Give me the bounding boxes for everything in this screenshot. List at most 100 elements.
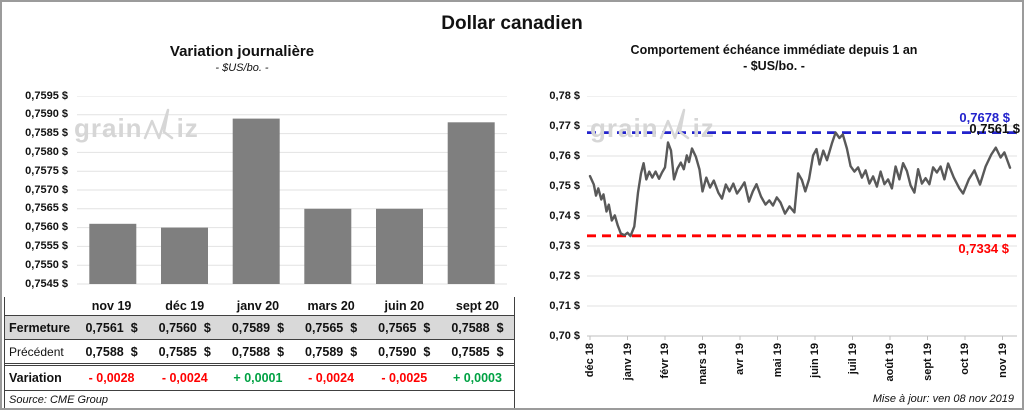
- x-tick-label: sept 19: [921, 343, 934, 381]
- cell-value: 0,7585: [158, 344, 197, 359]
- y-tick-label: 0,7590 $: [25, 108, 68, 121]
- currency-sign: $: [350, 320, 358, 335]
- x-tick-label: avr 19: [734, 343, 746, 375]
- row-label: Fermeture: [9, 320, 71, 335]
- bar-5: [447, 122, 495, 284]
- cell-value: 0,7588: [231, 344, 271, 359]
- y-tick-label: 0,70 $: [549, 329, 580, 342]
- x-tick-label: août 19: [884, 343, 896, 382]
- y-tick-label: 0,73 $: [549, 239, 580, 252]
- currency-sign: $: [203, 320, 211, 335]
- currency-sign: $: [130, 320, 138, 335]
- bar-4: [376, 208, 423, 284]
- bar-0: [89, 223, 137, 284]
- table-cell: 0,7588 $: [221, 345, 294, 359]
- y-tick-label: 0,71 $: [549, 299, 580, 312]
- table-cell: 0,7590 $: [368, 345, 441, 359]
- table-cell: - 0,0028: [88, 371, 135, 385]
- x-tick-label: mars 19: [696, 343, 709, 385]
- column-header: mars 20: [307, 299, 355, 313]
- currency-sign: $: [203, 344, 211, 359]
- table-row-fermeture: Fermeture 0,7561 $0,7560 $0,7589 $0,7565 $0,7…: [5, 315, 514, 340]
- column-header: juin 20: [384, 299, 425, 313]
- y-tick-label: 0,72 $: [549, 269, 580, 282]
- y-tick-label: 0,7565 $: [25, 202, 68, 215]
- last-price-label: 0,7561 $: [969, 121, 1020, 136]
- line-chart-plot: [587, 96, 1017, 340]
- currency-sign: $: [423, 320, 431, 335]
- bar-chart-plot: [77, 96, 507, 285]
- line-chart-x-axis: déc 18 janv 19 févr 19 mars 19 avr 19 mai 19 j…: [584, 340, 1022, 398]
- cell-value: 0,7565: [378, 320, 417, 335]
- column-header: sept 20: [455, 299, 499, 313]
- x-tick-label: mai 19: [771, 343, 784, 378]
- support-value-label: 0,7334 $: [958, 241, 1009, 256]
- y-tick-label: 0,7575 $: [25, 164, 68, 177]
- bar-1: [161, 227, 208, 284]
- x-tick-label: oct 19: [959, 343, 971, 375]
- x-tick-label: janv 19: [621, 343, 634, 381]
- bar-3: [304, 208, 352, 284]
- cell-value: 0,7560: [158, 320, 197, 335]
- y-tick-label: 0,7555 $: [25, 239, 68, 252]
- y-tick-label: 0,7585 $: [25, 127, 68, 140]
- y-tick-label: 0,7545 $: [25, 277, 68, 290]
- x-tick-label: juil 19: [846, 343, 859, 375]
- currency-sign: $: [350, 344, 358, 359]
- y-tick-label: 0,7550 $: [25, 258, 68, 271]
- cell-value: 0,7590: [378, 344, 417, 359]
- bar-chart-subtitle: - $US/bo. -: [215, 62, 269, 74]
- cell-value: 0,7561: [85, 320, 124, 335]
- cell-value: 0,7588: [451, 320, 490, 335]
- table-cell: 0,7561 $: [75, 321, 148, 335]
- y-tick-label: 0,77 $: [549, 119, 580, 132]
- y-tick-label: 0,78 $: [549, 89, 580, 102]
- currency-sign: $: [496, 344, 504, 359]
- currency-sign: $: [277, 344, 285, 359]
- table-cell: - 0,0024: [161, 371, 208, 385]
- cell-value: 0,7565: [305, 320, 344, 335]
- cell-value: 0,7589: [305, 344, 344, 359]
- bar-2: [232, 118, 280, 284]
- line-chart-y-axis: 0,78 $ 0,77 $ 0,76 $ 0,75 $ 0,74 $ 0,73 $ 0,72…: [526, 90, 580, 346]
- table-cell: 0,7560 $: [148, 321, 221, 335]
- x-tick-label: déc 18: [584, 343, 596, 378]
- table-cell: 0,7589 $: [295, 345, 368, 359]
- y-tick-label: 0,7560 $: [25, 221, 68, 234]
- y-tick-label: 0,74 $: [549, 209, 580, 222]
- cell-value: 0,7588: [85, 344, 124, 359]
- table-cell: + 0,0003: [452, 371, 502, 385]
- currency-sign: $: [277, 320, 285, 335]
- price-line: [588, 131, 1012, 238]
- last-updated-note: Mise à jour: ven 08 nov 2019: [872, 393, 1014, 405]
- page-title: Dollar canadien: [441, 13, 583, 34]
- column-header: nov 19: [91, 299, 132, 313]
- table-header-row: nov 19 déc 19 janv 20 mars 20 juin 20 sept 20: [5, 297, 514, 315]
- y-tick-label: 0,7580 $: [25, 145, 68, 158]
- table-cell: 0,7588 $: [441, 321, 514, 335]
- cell-value: 0,7585: [451, 344, 490, 359]
- bar-chart-y-axis: 0,7595 $ 0,7590 $ 0,7585 $ 0,7580 $ 0,7575 $…: [10, 90, 68, 296]
- row-label: Variation: [9, 371, 62, 385]
- column-header: janv 20: [236, 299, 280, 313]
- y-tick-label: 0,7570 $: [25, 183, 68, 196]
- table-cell: 0,7585 $: [441, 345, 514, 359]
- x-tick-label: nov 19: [996, 343, 1009, 378]
- line-chart-subtitle: - $US/bo. -: [743, 59, 805, 73]
- table-cell: 0,7565 $: [368, 321, 441, 335]
- table-row-variation: Variation - 0,0028 - 0,0024 + 0,0001 - 0,002…: [5, 366, 514, 391]
- line-chart-title: Comportement échéance immédiate depuis 1…: [630, 43, 918, 57]
- cell-value: 0,7589: [231, 320, 271, 335]
- table-cell: 0,7588 $: [75, 345, 148, 359]
- table-cell: - 0,0025: [381, 371, 428, 385]
- y-tick-label: 0,7595 $: [25, 89, 68, 102]
- bar-chart-title: Variation journalière: [169, 43, 315, 60]
- currency-sign: $: [496, 320, 504, 335]
- y-tick-label: 0,76 $: [549, 149, 580, 162]
- y-tick-label: 0,75 $: [549, 179, 580, 192]
- table-cell: - 0,0024: [308, 371, 355, 385]
- x-tick-label: févr 19: [659, 343, 671, 379]
- table-cell: + 0,0001: [233, 371, 283, 385]
- currency-sign: $: [130, 344, 138, 359]
